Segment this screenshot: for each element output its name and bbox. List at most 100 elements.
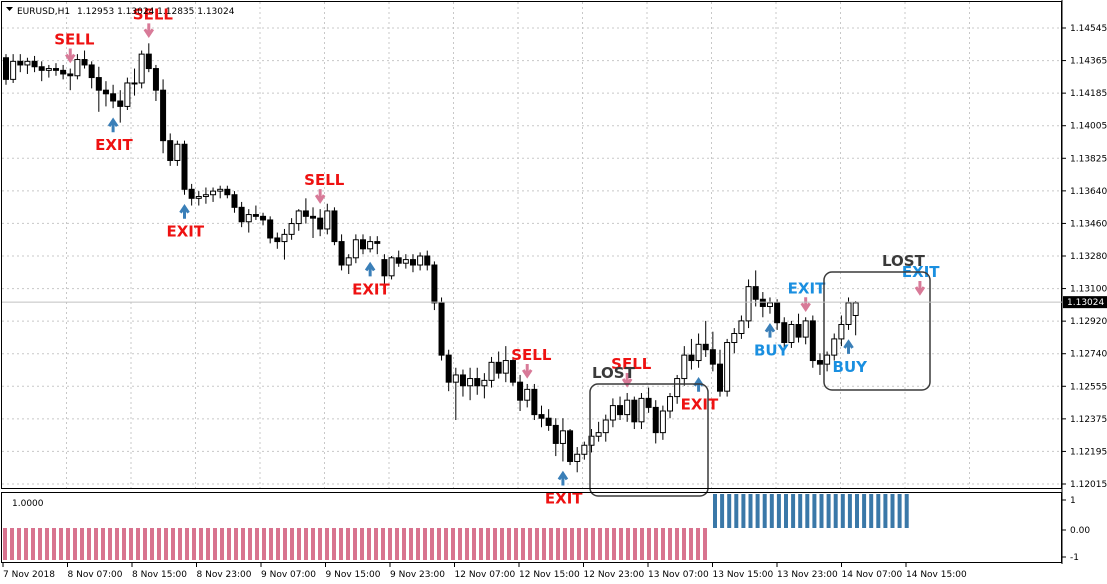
signal-label-exit: EXIT [681, 396, 719, 414]
candle-bull [202, 194, 209, 198]
indicator-bar-negative [94, 528, 98, 560]
up-arrow-icon [557, 470, 569, 486]
price-tick-label: 1.14185 [1070, 89, 1107, 99]
indicator-bar-negative [241, 528, 245, 560]
time-tick-label: 7 Nov 2018 [3, 570, 55, 580]
candle-bear [52, 68, 59, 71]
up-arrow-icon [107, 117, 119, 133]
up-arrow-icon [843, 339, 854, 354]
time-tick-label: 9 Nov 15:00 [326, 570, 381, 580]
time-tick-label: 13 Nov 15:00 [713, 570, 774, 580]
candle-bull [388, 257, 395, 277]
down-arrow-icon [521, 363, 533, 379]
indicator-bar-positive [748, 494, 753, 528]
time-axis: 7 Nov 2018 8 Nov 07:00 8 Nov 15:00 8 Nov 23… [2, 563, 967, 580]
candle-bull [195, 196, 202, 199]
candle-bear [809, 320, 816, 362]
time-tick-label: 14 Nov 15:00 [906, 570, 967, 580]
indicator-bar-negative [17, 528, 21, 560]
candle-bull [802, 320, 809, 338]
candle-bear [509, 360, 516, 383]
candle-bear [331, 210, 338, 243]
down-arrow-icon [65, 48, 76, 64]
indicator-bar-negative [66, 528, 70, 560]
indicator-bar-negative [178, 528, 182, 560]
indicator-bar-positive [741, 494, 746, 528]
indicator-bar-positive [776, 494, 781, 528]
candle-bull [681, 354, 688, 380]
candle-bull [467, 378, 474, 387]
indicator-bar-negative [80, 528, 84, 560]
indicator-bar-negative [31, 528, 35, 560]
candle-bull [131, 82, 138, 85]
indicator-bar-negative [675, 528, 679, 560]
indicator-bar-negative [465, 528, 469, 560]
candle-bear [67, 73, 74, 77]
indicator-bar-negative [346, 528, 350, 560]
indicator-bar-negative [150, 528, 154, 560]
indicator-bar-negative [388, 528, 392, 560]
indicator-bar-negative [59, 528, 63, 560]
indicator-bar-positive [847, 494, 852, 528]
candle-bull [502, 360, 509, 374]
time-tick-label: 9 Nov 07:00 [261, 570, 316, 580]
candle-bear [31, 60, 38, 68]
indicator-bar-positive [812, 494, 817, 528]
lost-trade-box [589, 383, 709, 497]
candle-bear [152, 68, 159, 91]
lost-label: LOST [592, 364, 636, 382]
indicator-bar-negative [122, 528, 126, 560]
indicator-bar-negative [164, 528, 168, 560]
candle-bear [38, 66, 45, 71]
indicator-bar-negative [472, 528, 476, 560]
indicator-bar-negative [199, 528, 203, 560]
indicator-bar-negative [521, 528, 525, 560]
candle-bull [74, 59, 81, 77]
indicator-bar-negative [52, 528, 56, 560]
indicator-bar-negative [640, 528, 644, 560]
indicator-bar-negative [647, 528, 651, 560]
indicator-bar-positive [840, 494, 845, 528]
candle-bull [402, 259, 409, 264]
candle-bull [581, 444, 588, 455]
candle-bear [188, 188, 195, 199]
indicator-bar-negative [87, 528, 91, 560]
dropdown-triangle-icon [6, 7, 13, 11]
indicator-bar-negative [661, 528, 665, 560]
candle-bear [102, 89, 109, 95]
indicator-bar-positive [762, 494, 767, 528]
indicator-bar-positive [755, 494, 760, 528]
candle-bear [381, 259, 388, 277]
candle-bear [317, 217, 324, 230]
indicator-bar-negative [297, 528, 301, 560]
indicator-bar-negative [619, 528, 623, 560]
candle-bull [45, 68, 52, 71]
lost-label: LOST [882, 252, 926, 270]
indicator-bar-negative [381, 528, 385, 560]
indicator-bar-negative [206, 528, 210, 560]
candle-bull [574, 453, 581, 462]
candle-bear [60, 69, 67, 75]
candle-bear [652, 406, 659, 434]
time-tick-label: 8 Nov 15:00 [132, 570, 187, 580]
indicator-bar-negative [248, 528, 252, 560]
indicator-bar-negative [451, 528, 455, 560]
indicator-bar-positive [883, 494, 888, 528]
time-tick-label: 14 Nov 07:00 [842, 570, 903, 580]
candle-bear [338, 241, 345, 266]
indicator-bar-negative [269, 528, 273, 560]
candle-bear [445, 354, 452, 383]
candle-bear [795, 323, 802, 338]
candle-bear [17, 60, 24, 66]
candle-bull [738, 320, 745, 335]
candle-bear [167, 140, 174, 161]
indicator-bar-negative [220, 528, 224, 560]
indicator-bar-positive [862, 494, 867, 528]
indicator-bar-negative [115, 528, 119, 560]
indicator-bar-negative [493, 528, 497, 560]
candle-bear [567, 430, 574, 462]
candlesticks [3, 43, 859, 473]
candle-bear [310, 215, 317, 219]
indicator-bar-negative [227, 528, 231, 560]
